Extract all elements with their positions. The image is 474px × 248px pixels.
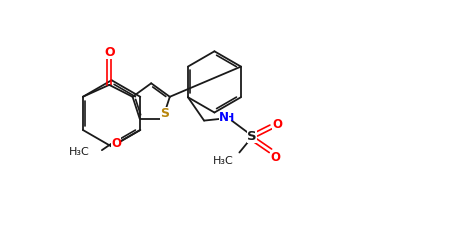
Text: O: O xyxy=(271,151,281,164)
Text: O: O xyxy=(111,137,121,150)
Text: O: O xyxy=(104,46,115,59)
Text: H: H xyxy=(226,113,235,123)
Text: N: N xyxy=(219,111,229,124)
Text: H₃C: H₃C xyxy=(213,155,234,166)
Text: S: S xyxy=(247,130,257,143)
Text: S: S xyxy=(160,107,169,120)
Text: H₃C: H₃C xyxy=(69,147,90,157)
Text: O: O xyxy=(272,118,282,130)
